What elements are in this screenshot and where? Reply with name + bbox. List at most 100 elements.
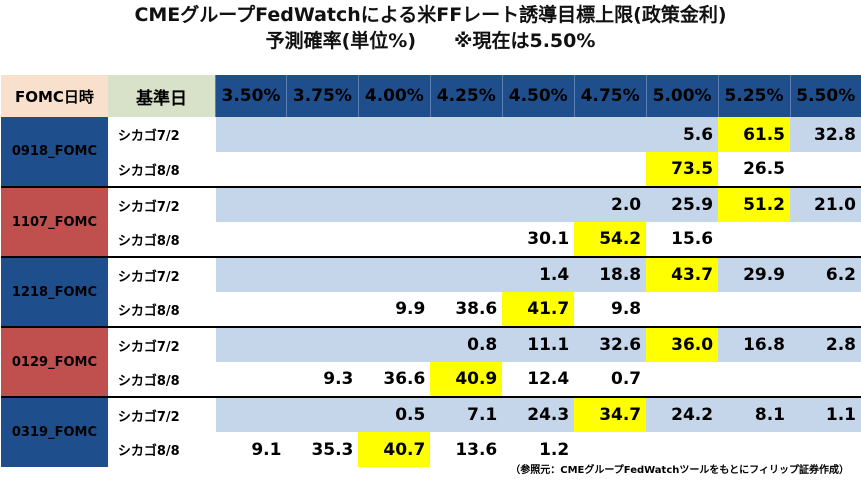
probability-cell <box>430 152 503 187</box>
rate-header: 3.50% <box>215 75 287 117</box>
probability-cell <box>358 186 431 222</box>
highest-probability-cell: 54.2 <box>574 222 647 257</box>
table-row: 0319_FOMC シカゴ7/2 0.5 7.1 24.3 34.7 24.2 8.1 1.1 <box>1 396 861 467</box>
probability-cell: 24.2 <box>646 396 719 432</box>
base-date-cell: シカゴ8/8 <box>107 432 216 467</box>
probability-cell <box>286 326 359 362</box>
base-date-cell: シカゴ7/2 <box>107 396 216 432</box>
highest-probability-cell: 43.7 <box>646 256 719 292</box>
probability-cell: 25.9 <box>646 186 719 222</box>
rate-header: 5.00% <box>645 75 719 117</box>
table-row: 1107_FOMC シカゴ7/2 2.0 25.9 51.2 21.0 <box>1 186 861 257</box>
probability-cell <box>215 326 287 362</box>
base-date-header: 基準日 <box>107 75 216 117</box>
probability-cell <box>286 152 359 187</box>
probability-cell <box>430 186 503 222</box>
base-date-cell: シカゴ7/2 <box>107 256 216 292</box>
probability-cell <box>286 186 359 222</box>
table-row: シカゴ8/8 73.5 26.5 <box>1 152 861 187</box>
probability-cell: 32.8 <box>790 117 861 152</box>
highest-probability-cell: 73.5 <box>646 152 719 187</box>
fomc-meeting-label: 0918_FOMC <box>1 117 108 187</box>
probability-cell <box>646 292 719 327</box>
fomc-date-header: FOMC日時 <box>1 75 108 117</box>
probability-cell: 1.1 <box>790 396 861 432</box>
table-row: シカゴ8/8 9.9 38.6 41.7 9.8 <box>1 292 861 327</box>
probability-cell <box>502 152 575 187</box>
probability-cell: 5.6 <box>646 117 719 152</box>
probability-cell <box>286 222 359 257</box>
rate-header: 3.75% <box>285 75 359 117</box>
probability-cell <box>502 117 575 152</box>
base-date-cell: シカゴ8/8 <box>107 292 216 327</box>
probability-cell: 2.8 <box>790 326 861 362</box>
rate-header: 4.75% <box>573 75 647 117</box>
probability-cell: 26.5 <box>718 152 791 187</box>
probability-cell <box>286 396 359 432</box>
table-row: シカゴ8/8 9.3 36.6 40.9 12.4 0.7 <box>1 362 861 397</box>
table-header-row: FOMC日時 基準日 3.50% 3.75% 4.00% 4.25% 4.50%… <box>1 75 861 117</box>
rate-header: 5.50% <box>789 75 861 117</box>
probability-cell: 24.3 <box>502 396 575 432</box>
page-subtitle: 予測確率(単位%) ※現在は5.50% <box>265 30 596 52</box>
probability-cell <box>215 186 287 222</box>
probability-cell <box>358 117 431 152</box>
base-date-cell: シカゴ8/8 <box>107 152 216 187</box>
probability-cell: 7.1 <box>430 396 503 432</box>
probability-cell <box>790 222 861 257</box>
table-row: シカゴ8/8 30.1 54.2 15.6 <box>1 222 861 257</box>
base-date-cell: シカゴ7/2 <box>107 186 216 222</box>
probability-cell: 15.6 <box>646 222 719 257</box>
probability-cell: 38.6 <box>430 292 503 327</box>
probability-cell: 1.4 <box>502 256 575 292</box>
probability-cell <box>358 152 431 187</box>
base-date-cell: シカゴ8/8 <box>107 222 216 257</box>
probability-cell <box>215 292 287 327</box>
fomc-meeting-label: 0129_FOMC <box>1 326 108 397</box>
probability-cell <box>358 222 431 257</box>
rate-header: 5.25% <box>717 75 791 117</box>
highest-probability-cell: 61.5 <box>718 117 791 152</box>
probability-cell: 36.6 <box>358 362 431 397</box>
probability-cell <box>790 432 861 467</box>
probability-cell <box>574 152 647 187</box>
probability-cell <box>215 396 287 432</box>
probability-cell: 18.8 <box>574 256 647 292</box>
probability-cell: 12.4 <box>502 362 575 397</box>
probability-table: FOMC日時 基準日 3.50% 3.75% 4.00% 4.25% 4.50%… <box>1 75 861 467</box>
highest-probability-cell: 36.0 <box>646 326 719 362</box>
probability-cell: 2.0 <box>574 186 647 222</box>
probability-cell <box>718 292 791 327</box>
rate-header: 4.25% <box>429 75 503 117</box>
table-row: シカゴ8/8 9.1 35.3 40.7 13.6 1.2 <box>1 432 861 467</box>
table-row: 0918_FOMC シカゴ7/2 5.6 61.5 32.8 <box>1 117 861 187</box>
base-date-cell: シカゴ8/8 <box>107 362 216 397</box>
probability-cell <box>215 117 287 152</box>
fomc-meeting-label: 1218_FOMC <box>1 256 108 327</box>
table-row: 0129_FOMC シカゴ7/2 0.8 11.1 32.6 36.0 16.8 2.8 <box>1 326 861 397</box>
probability-cell: 16.8 <box>718 326 791 362</box>
probability-cell <box>358 256 431 292</box>
probability-cell <box>646 362 719 397</box>
probability-cell <box>215 362 287 397</box>
probability-cell: 6.2 <box>790 256 861 292</box>
probability-cell <box>718 432 791 467</box>
probability-cell: 32.6 <box>574 326 647 362</box>
probability-cell: 9.9 <box>358 292 431 327</box>
probability-cell: 1.2 <box>502 432 575 467</box>
probability-cell <box>286 117 359 152</box>
table-body: 0918_FOMC シカゴ7/2 5.6 61.5 32.8 シカゴ8/8 73.5 26.5… <box>1 117 861 467</box>
highest-probability-cell: 34.7 <box>574 396 647 432</box>
probability-cell: 8.1 <box>718 396 791 432</box>
probability-cell <box>718 362 791 397</box>
probability-cell: 11.1 <box>502 326 575 362</box>
probability-cell <box>286 256 359 292</box>
probability-cell <box>790 362 861 397</box>
probability-cell: 9.3 <box>286 362 359 397</box>
probability-cell: 21.0 <box>790 186 861 222</box>
probability-cell <box>790 152 861 187</box>
probability-cell <box>358 326 431 362</box>
table-row: 1218_FOMC シカゴ7/2 1.4 18.8 43.7 29.9 6.2 <box>1 256 861 327</box>
rate-header: 4.50% <box>501 75 575 117</box>
probability-cell <box>502 186 575 222</box>
